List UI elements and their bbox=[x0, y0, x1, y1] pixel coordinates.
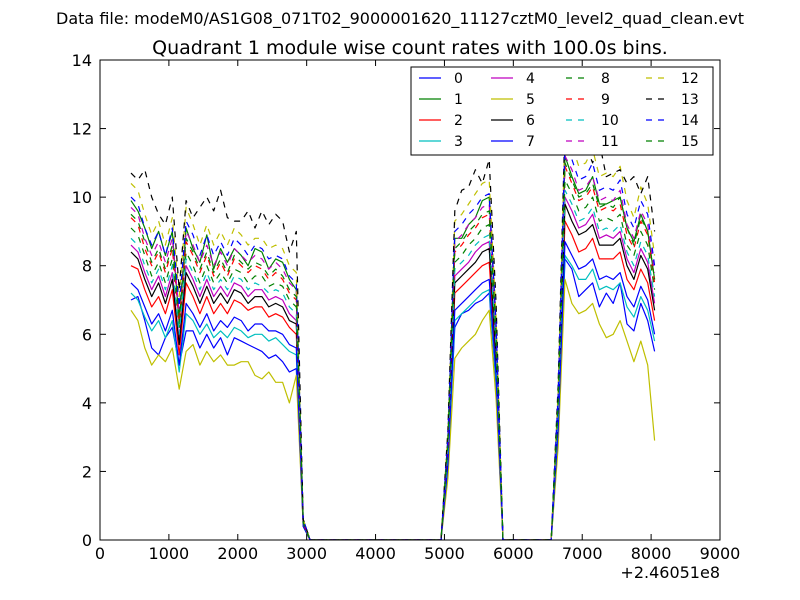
legend-label-9: 9 bbox=[601, 92, 610, 108]
y-tick-label: 2 bbox=[82, 462, 92, 481]
x-tick-label: 5000 bbox=[424, 544, 465, 563]
x-axis-offset-label: +2.46051e8 bbox=[620, 563, 720, 582]
series-line-15 bbox=[130, 162, 656, 540]
series-line-14 bbox=[130, 141, 656, 540]
series-line-11 bbox=[130, 155, 656, 540]
x-tick-label: 6000 bbox=[493, 544, 534, 563]
y-tick-label: 12 bbox=[72, 120, 92, 139]
series-line-5 bbox=[130, 278, 656, 540]
x-tick-label: 1000 bbox=[149, 544, 190, 563]
legend-label-6: 6 bbox=[526, 113, 535, 129]
legend-label-4: 4 bbox=[526, 71, 535, 87]
series-line-3 bbox=[130, 254, 656, 540]
series-line-8 bbox=[130, 179, 656, 540]
y-tick-label: 0 bbox=[82, 531, 92, 550]
series-line-2 bbox=[130, 220, 656, 540]
legend-label-10: 10 bbox=[601, 113, 619, 129]
y-tick-label: 8 bbox=[82, 257, 92, 276]
legend-label-3: 3 bbox=[454, 134, 463, 150]
legend-label-8: 8 bbox=[601, 71, 610, 87]
chart-title: Quadrant 1 module wise count rates with … bbox=[152, 37, 668, 59]
legend-label-5: 5 bbox=[526, 92, 535, 108]
legend-label-1: 1 bbox=[454, 92, 463, 108]
y-tick-label: 14 bbox=[72, 51, 92, 70]
y-tick-label: 6 bbox=[82, 325, 92, 344]
x-axis: 0 1000 2000 3000 4000 5000 6000 7000 8000 9000 bbox=[95, 60, 740, 563]
x-tick-label: 7000 bbox=[562, 544, 603, 563]
series-line-6 bbox=[130, 203, 656, 540]
series-line-12 bbox=[130, 128, 656, 540]
series-layer bbox=[130, 117, 656, 540]
plot-frame bbox=[99, 59, 721, 541]
series-line-9 bbox=[130, 165, 656, 540]
x-tick-label: 2000 bbox=[217, 544, 258, 563]
x-tick-label: 3000 bbox=[286, 544, 327, 563]
series-line-13 bbox=[130, 117, 656, 540]
y-tick-label: 10 bbox=[72, 188, 92, 207]
x-tick-label: 4000 bbox=[355, 544, 396, 563]
y-tick-label: 4 bbox=[82, 394, 92, 413]
x-tick-label: 9000 bbox=[700, 544, 741, 563]
legend-label-11: 11 bbox=[601, 134, 619, 150]
x-tick-label: 8000 bbox=[631, 544, 672, 563]
legend-label-0: 0 bbox=[454, 71, 463, 87]
series-line-4 bbox=[130, 196, 656, 540]
legend-label-14: 14 bbox=[681, 113, 699, 129]
legend-label-12: 12 bbox=[681, 71, 699, 87]
series-line-7 bbox=[130, 241, 656, 540]
legend-label-13: 13 bbox=[681, 92, 699, 108]
x-tick-label: 0 bbox=[95, 544, 105, 563]
legend-label-15: 15 bbox=[681, 134, 699, 150]
series-line-1 bbox=[130, 155, 656, 540]
legend-frame bbox=[410, 66, 714, 156]
series-line-0 bbox=[130, 258, 656, 540]
legend-label-7: 7 bbox=[526, 134, 535, 150]
figure-suptitle: Data file: modeM0/AS1G08_071T02_90000016… bbox=[56, 9, 744, 29]
legend-label-2: 2 bbox=[454, 113, 463, 129]
